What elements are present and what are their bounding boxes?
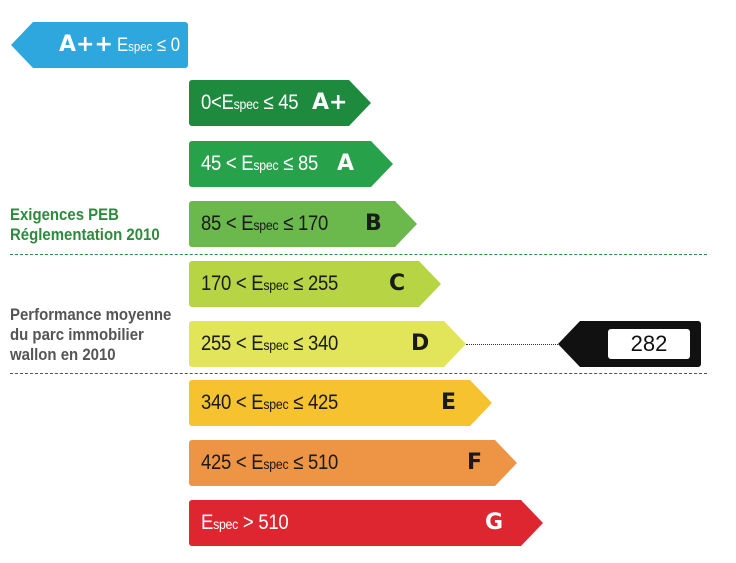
class-range-pre: 45 < E xyxy=(201,152,254,175)
class-range-post: > 510 xyxy=(242,511,289,534)
class-arrow-tip-a xyxy=(371,141,393,187)
class-arrow-tip-d xyxy=(444,321,466,367)
class-arrow-tip-e xyxy=(470,380,492,426)
class-range-post: ≤ 255 xyxy=(293,272,339,295)
class-range-post: ≤ 340 xyxy=(293,332,339,355)
class-range-sub: spec xyxy=(233,96,259,112)
perf-label-line1: Performance moyenne xyxy=(10,305,172,324)
class-range-post: ≤ 510 xyxy=(293,451,339,474)
class-range-post: ≤ 425 xyxy=(293,391,339,414)
peb-label: Exigences PEB Réglementation 2010 xyxy=(10,205,160,245)
class-range-sub: spec xyxy=(213,516,239,532)
peb-label-line2: Réglementation 2010 xyxy=(10,225,160,244)
peb-label-line1: Exigences PEB xyxy=(10,205,119,224)
class-bar-a: 45 < Espec ≤ 85 A xyxy=(189,141,393,188)
class-bar-d: 255 < Espec ≤ 340 D xyxy=(189,321,466,368)
class-app-arrow-tip xyxy=(11,22,33,68)
class-arrow-tip-g xyxy=(521,500,543,546)
class-range-pre: 255 < E xyxy=(201,332,264,355)
class-bar-e: 340 < Espec ≤ 425 E xyxy=(189,380,492,427)
class-bar-a-plus: 0<Espec ≤ 45 A+ xyxy=(189,80,371,127)
indicator-connector xyxy=(466,344,560,345)
class-app-text: A++ Espec ≤ 0 xyxy=(59,22,189,70)
class-bar-f: 425 < Espec ≤ 510 F xyxy=(189,440,517,487)
indicator-value: 282 xyxy=(608,329,690,359)
class-range-pre: 85 < E xyxy=(201,212,254,235)
class-letter-a: A xyxy=(337,151,355,176)
class-range-sub: spec xyxy=(253,157,279,173)
class-range-pre: 340 < E xyxy=(201,391,264,414)
peb-threshold-line xyxy=(10,254,707,255)
class-range-post: ≤ 170 xyxy=(283,212,329,235)
class-range-a-plus: 0<Espec ≤ 45 xyxy=(201,80,299,127)
class-range-pre: 425 < E xyxy=(201,451,264,474)
class-range-sub: spec xyxy=(263,456,289,472)
class-letter-c: C xyxy=(389,271,406,296)
class-range-pre: E xyxy=(201,511,214,534)
class-app-sub: spec xyxy=(128,39,153,54)
perf-label: Performance moyenne du parc immobilier w… xyxy=(10,305,171,365)
class-letter-f: F xyxy=(467,450,483,475)
value-indicator: 282 xyxy=(558,321,701,367)
class-letter-a-plus: A+ xyxy=(312,90,348,115)
class-app-rel: ≤ 0 xyxy=(157,35,181,56)
class-range-g: Espec > 510 xyxy=(201,500,289,547)
class-app-e: E xyxy=(117,35,129,56)
class-range-sub: spec xyxy=(263,337,289,353)
class-arrow-tip-b xyxy=(395,201,417,247)
class-range-pre: 0<E xyxy=(201,91,234,114)
class-range-c: 170 < Espec ≤ 255 xyxy=(201,261,338,308)
class-range-b: 85 < Espec ≤ 170 xyxy=(201,201,328,248)
class-range-f: 425 < Espec ≤ 510 xyxy=(201,440,338,487)
perf-label-line2: du parc immobilier xyxy=(10,325,144,344)
class-range-sub: spec xyxy=(263,396,289,412)
class-range-post: ≤ 45 xyxy=(263,91,299,114)
class-arrow-tip-a-plus xyxy=(349,80,371,126)
class-letter-d: D xyxy=(411,331,430,356)
class-app-letter: A++ xyxy=(59,32,113,57)
class-bar-b: 85 < Espec ≤ 170 B xyxy=(189,201,417,248)
class-range-a: 45 < Espec ≤ 85 xyxy=(201,141,318,188)
average-threshold-line xyxy=(10,373,707,374)
class-range-pre: 170 < E xyxy=(201,272,264,295)
class-range-e: 340 < Espec ≤ 425 xyxy=(201,380,338,427)
class-app-bar: A++ Espec ≤ 0 xyxy=(11,22,189,70)
class-range-post: ≤ 85 xyxy=(283,152,318,175)
class-range-sub: spec xyxy=(263,277,289,293)
class-range-sub: spec xyxy=(253,217,279,233)
class-arrow-tip-c xyxy=(419,261,441,307)
class-letter-b: B xyxy=(365,211,382,236)
class-range-d: 255 < Espec ≤ 340 xyxy=(201,321,338,368)
class-arrow-tip-f xyxy=(495,440,517,486)
perf-label-line3: wallon en 2010 xyxy=(10,345,116,364)
class-letter-e: E xyxy=(441,390,457,415)
indicator-arrow-tip xyxy=(558,321,580,367)
class-letter-g: G xyxy=(485,510,504,535)
class-bar-g: Espec > 510 G xyxy=(189,500,543,547)
class-bar-c: 170 < Espec ≤ 255 C xyxy=(189,261,441,308)
